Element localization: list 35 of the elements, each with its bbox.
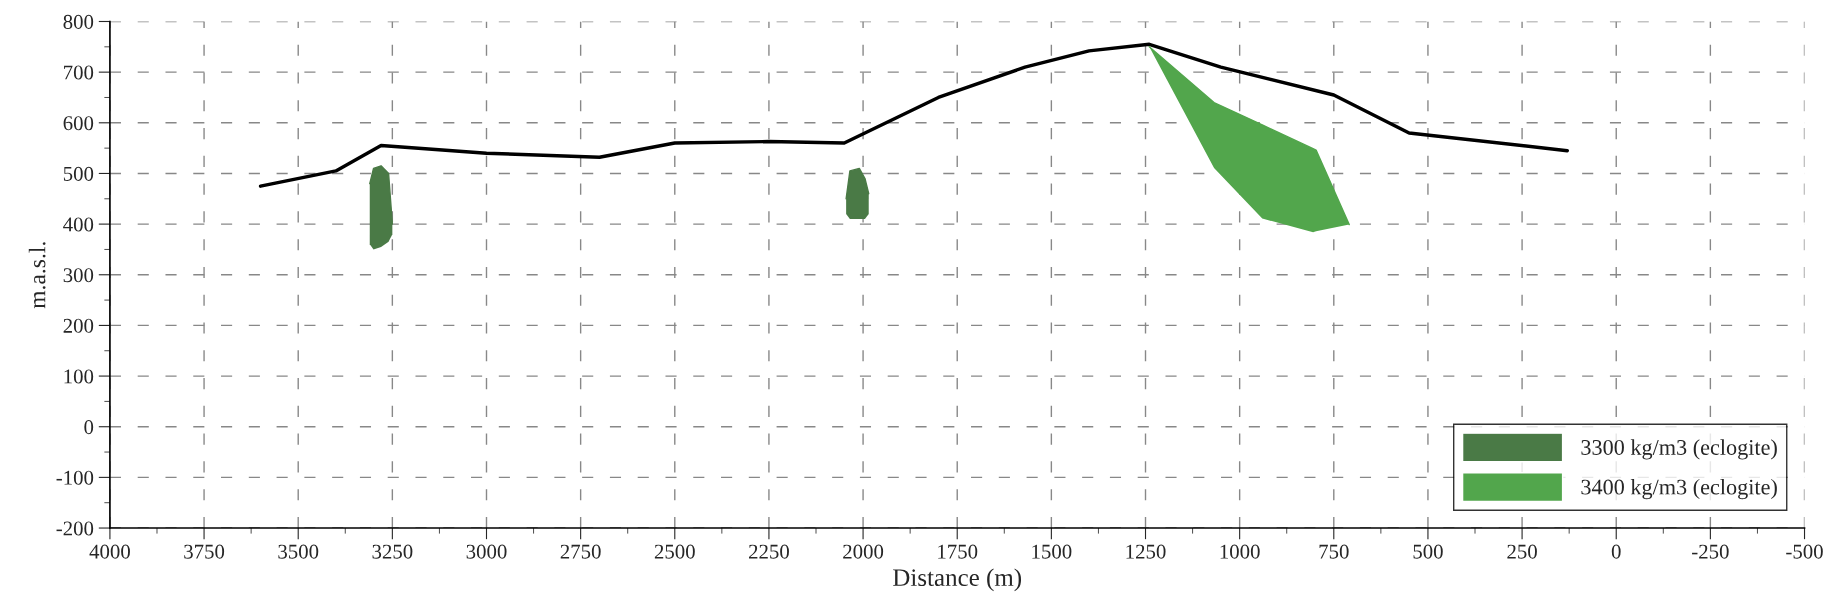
y-tick-label: 800: [63, 14, 94, 29]
y-tick-label: 600: [63, 116, 94, 131]
y-tick-label: 500: [63, 166, 94, 181]
x-tick-label: -500: [1786, 544, 1823, 559]
y-tick-label: -100: [56, 470, 94, 485]
y-tick-label: 0: [84, 420, 94, 435]
x-tick-label: 1500: [1032, 544, 1072, 559]
x-tick-label: 3750: [184, 544, 225, 559]
x-tick-label: 2750: [560, 544, 601, 559]
y-tick-label: -200: [56, 521, 94, 536]
x-tick-label: 2500: [654, 544, 695, 559]
x-axis-title: Distance (m): [893, 568, 1022, 592]
x-tick-label: 250: [1507, 544, 1537, 559]
y-tick-label: 300: [63, 268, 94, 283]
y-tick-label: 200: [63, 318, 94, 333]
line-series: [258, 42, 1570, 188]
x-tick-label: 500: [1413, 544, 1443, 559]
x-tick-label: 3000: [466, 544, 507, 559]
x-tick-label: 750: [1319, 544, 1349, 559]
x-tick-label: 3250: [372, 544, 413, 559]
y-tick-label: 700: [64, 65, 94, 80]
legend-label: 3300 kg/m3 (eclogite): [1581, 439, 1777, 460]
y-axis-title: m.a.s.l.: [28, 242, 46, 309]
x-tick-label: 1000: [1220, 544, 1260, 559]
x-tick-label: 2000: [843, 544, 884, 559]
x-tick-label: 1750: [938, 544, 978, 559]
x-tick-label: 2250: [749, 544, 789, 559]
x-tick-label: 0: [1611, 544, 1621, 559]
y-tick-label: 400: [63, 217, 94, 232]
y-tick-label: 100: [64, 369, 94, 384]
x-tick-label: 4000: [89, 544, 130, 559]
x-tick-label: 3500: [278, 544, 319, 559]
legend-label: 3400 kg/m3 (eclogite): [1581, 478, 1777, 500]
x-tick-label: 1250: [1126, 544, 1166, 559]
x-tick-label: -250: [1692, 544, 1729, 559]
